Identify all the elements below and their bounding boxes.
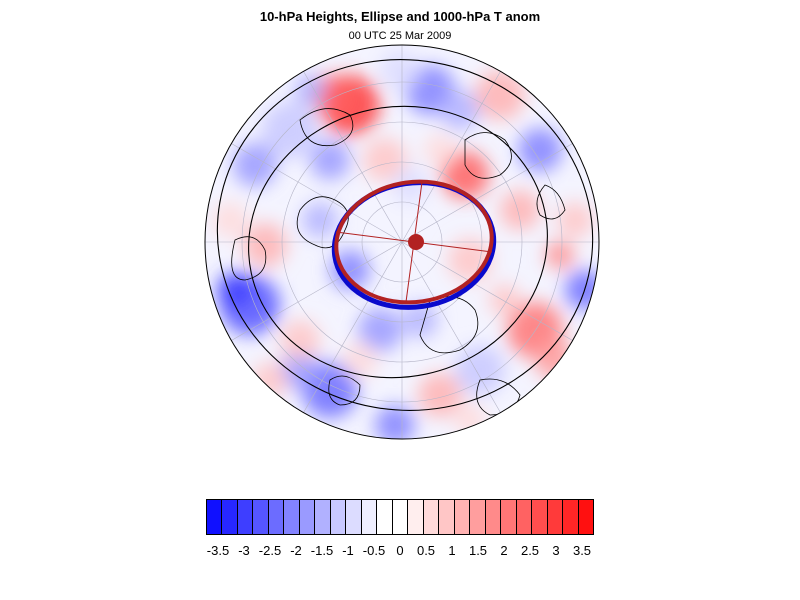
colorbar-label: 3 bbox=[552, 543, 560, 558]
anomaly-patch bbox=[440, 90, 480, 130]
colorbar-swatch bbox=[470, 500, 486, 534]
colorbar-label: 1 bbox=[448, 543, 456, 558]
colorbar-swatch bbox=[547, 500, 564, 534]
anomaly-patch bbox=[233, 143, 277, 187]
meridian-line bbox=[231, 143, 403, 243]
meridian-line bbox=[231, 241, 403, 341]
anomaly-patch bbox=[252, 362, 288, 398]
colorbar-swatch bbox=[237, 500, 254, 534]
coastline bbox=[536, 184, 566, 220]
anomaly-patch bbox=[489, 284, 521, 316]
colorbar-label: 0 bbox=[396, 543, 404, 558]
parallel-line bbox=[321, 161, 483, 323]
meridian-line bbox=[303, 241, 403, 413]
anomaly-patch bbox=[546, 241, 574, 269]
colorbar-label: 2.5 bbox=[520, 543, 540, 558]
globe bbox=[205, 45, 599, 439]
anomaly-patch bbox=[557, 202, 593, 238]
colorbar-swatch bbox=[423, 500, 440, 534]
height-contour bbox=[216, 59, 594, 411]
anomaly-patch bbox=[212, 202, 248, 238]
colorbar-swatch bbox=[578, 500, 594, 534]
height-contours bbox=[216, 59, 594, 411]
colorbar-swatch bbox=[439, 500, 455, 534]
anomaly-patch bbox=[455, 345, 505, 395]
colorbar-labels: -3.5 -3 -2.5 -2 -1.5 -1 -0.5 0 0.5 1 1.5 2 2.5 3 3.5 bbox=[206, 543, 594, 561]
meridian-line bbox=[303, 71, 403, 243]
anomaly-patch bbox=[280, 320, 320, 360]
map-title: 10-hPa Heights, Ellipse and 1000-hPa T a… bbox=[259, 9, 541, 24]
anomaly-patch bbox=[310, 140, 350, 180]
colorbar-label: -0.5 bbox=[362, 543, 386, 558]
anomaly-patch bbox=[475, 70, 525, 120]
colorbar-swatch bbox=[268, 500, 285, 534]
meridian-line bbox=[401, 71, 501, 243]
fitted-ellipse bbox=[334, 179, 494, 305]
anomaly-patch bbox=[375, 405, 415, 439]
colorbar-label: -3.5 bbox=[206, 543, 230, 558]
colorbar-swatch bbox=[315, 500, 331, 534]
coastline bbox=[299, 108, 354, 147]
anomaly-patch bbox=[363, 138, 407, 182]
colorbar-swatch bbox=[485, 500, 502, 534]
colorbar-swatch bbox=[408, 500, 424, 534]
meridian-line bbox=[401, 241, 573, 341]
coastline bbox=[231, 236, 267, 281]
colorbar bbox=[206, 499, 594, 535]
anomaly-patch bbox=[243, 223, 287, 267]
colorbar-swatch bbox=[532, 500, 548, 534]
anomaly-patch bbox=[424, 134, 456, 166]
colorbar-swatch bbox=[454, 500, 471, 534]
anomaly-patch bbox=[380, 50, 420, 90]
anomaly-patch bbox=[358, 308, 402, 352]
height-contour bbox=[248, 105, 548, 379]
anomaly-patch bbox=[500, 190, 540, 230]
anomaly-patch bbox=[302, 202, 338, 238]
coastline bbox=[464, 132, 512, 179]
colorbar-swatch bbox=[563, 500, 579, 534]
colorbar-swatch bbox=[516, 500, 533, 534]
colorbar-label: 0.5 bbox=[416, 543, 436, 558]
anomaly-patch bbox=[217, 272, 253, 308]
colorbar-swatch bbox=[253, 500, 269, 534]
parallel-line bbox=[361, 201, 443, 283]
anomaly-patch bbox=[262, 102, 318, 158]
colorbar-swatch bbox=[361, 500, 378, 534]
coastline bbox=[296, 196, 349, 249]
colorbar-label: -1 bbox=[342, 543, 354, 558]
anomaly-patch bbox=[294, 74, 326, 106]
map-subtitle: 00 UTC 25 Mar 2009 bbox=[348, 30, 452, 42]
colorbar-label: 2 bbox=[500, 543, 508, 558]
colorbar-label: -2.5 bbox=[258, 543, 282, 558]
colorbar-swatch bbox=[299, 500, 316, 534]
ellipse-centroid bbox=[408, 234, 424, 250]
temperature-anomaly-field bbox=[212, 50, 599, 439]
colorbar-label: -1.5 bbox=[310, 543, 334, 558]
colorbar-swatch bbox=[346, 500, 362, 534]
anomaly-patch bbox=[518, 128, 562, 172]
colorbar-swatch bbox=[284, 500, 300, 534]
lat-lon-grid bbox=[205, 45, 599, 439]
parallel-line bbox=[241, 81, 563, 403]
meridian-line bbox=[401, 241, 501, 413]
vortex-ellipse bbox=[331, 179, 497, 310]
anomaly-patch bbox=[280, 350, 320, 390]
parallel-line bbox=[281, 121, 523, 363]
anomaly-patch bbox=[342, 342, 378, 378]
colorbar-swatch bbox=[207, 500, 223, 534]
colorbar-swatch bbox=[222, 500, 238, 534]
globe-border bbox=[204, 44, 600, 440]
meridian-line bbox=[401, 143, 573, 243]
colorbar-swatch bbox=[330, 500, 347, 534]
coastline bbox=[328, 375, 361, 406]
colorbar-swatch bbox=[377, 500, 393, 534]
colorbar-label: 1.5 bbox=[468, 543, 488, 558]
colorbar-label: 3.5 bbox=[572, 543, 592, 558]
colorbar-label: -3 bbox=[238, 543, 250, 558]
colorbar-swatch bbox=[392, 500, 409, 534]
colorbar-swatch bbox=[501, 500, 517, 534]
colorbar-label: -2 bbox=[290, 543, 302, 558]
